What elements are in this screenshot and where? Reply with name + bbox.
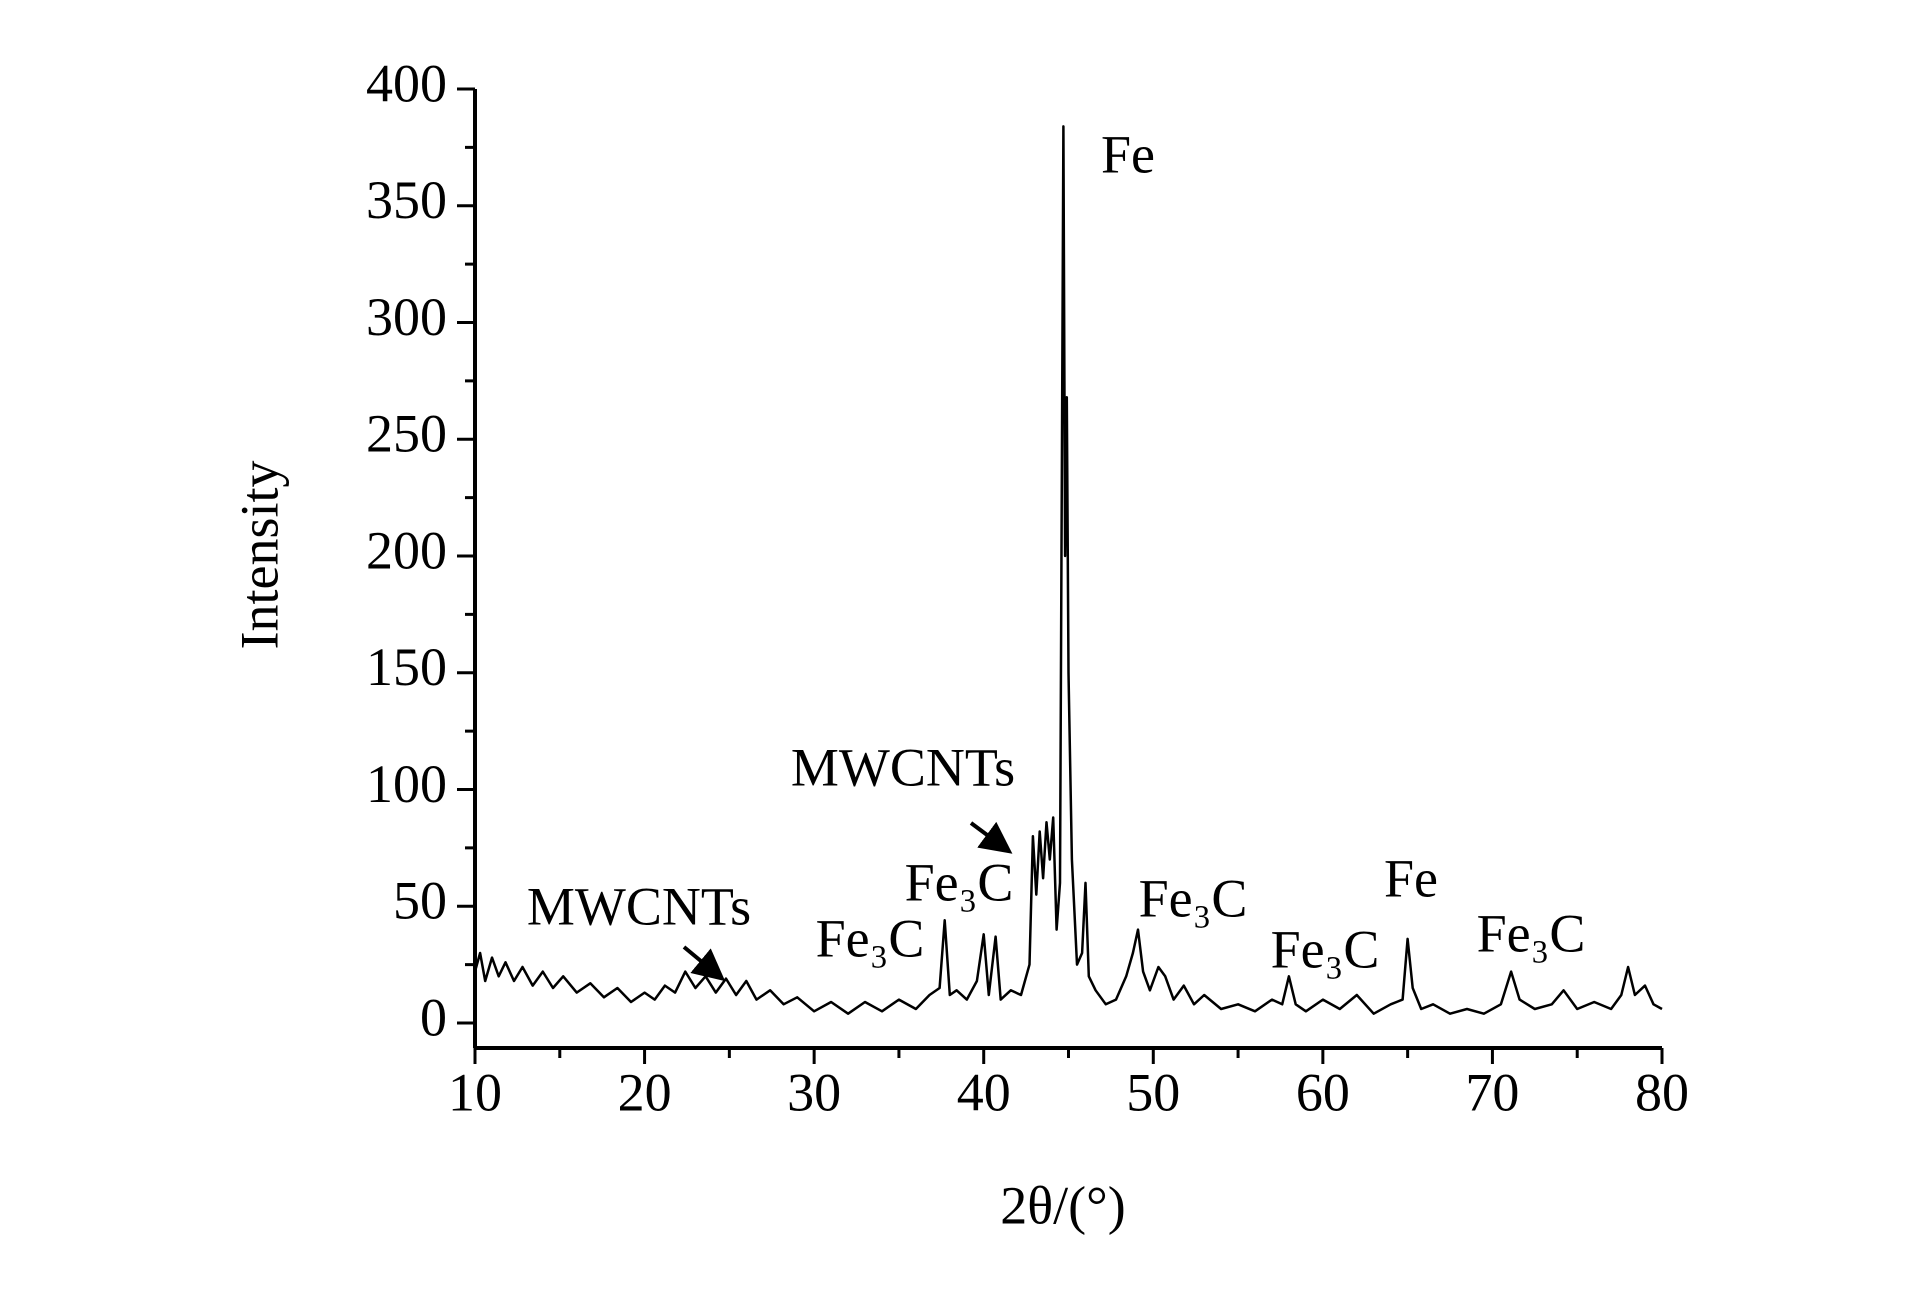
y-axis-label: Intensity (229, 461, 289, 650)
annotation: Fe₃C (1139, 868, 1248, 928)
x-tick-label: 60 (1296, 1062, 1350, 1122)
x-tick-label: 10 (448, 1062, 502, 1122)
y-tick-label: 300 (366, 287, 447, 347)
annotation: Fe (1101, 124, 1155, 184)
annotation: MWCNTs (791, 737, 1015, 797)
annotation: Fe (1384, 848, 1438, 908)
y-tick-label: 350 (366, 170, 447, 230)
y-tick-label: 150 (366, 637, 447, 697)
y-tick-label: 200 (366, 520, 447, 580)
y-tick-label: 0 (420, 987, 447, 1047)
y-tick-label: 50 (393, 871, 447, 931)
annotation: Fe₃C (905, 852, 1014, 912)
annotation: Fe₃C (1477, 903, 1586, 963)
x-tick-label: 20 (618, 1062, 672, 1122)
y-tick-label: 400 (366, 53, 447, 113)
x-tick-label: 40 (957, 1062, 1011, 1122)
x-tick-label: 50 (1126, 1062, 1180, 1122)
x-tick-label: 70 (1465, 1062, 1519, 1122)
arrow (682, 945, 726, 982)
annotation: Fe₃C (816, 908, 925, 968)
x-axis-label: 2θ/(°) (1000, 1175, 1125, 1235)
annotation: MWCNTs (527, 876, 751, 936)
xrd-line (473, 125, 1663, 1015)
x-tick-label: 80 (1635, 1062, 1689, 1122)
annotation: Fe₃C (1271, 919, 1380, 979)
x-tick-label: 30 (787, 1062, 841, 1122)
y-tick-label: 100 (366, 754, 447, 814)
arrow (969, 821, 1013, 854)
y-tick-label: 250 (366, 404, 447, 464)
